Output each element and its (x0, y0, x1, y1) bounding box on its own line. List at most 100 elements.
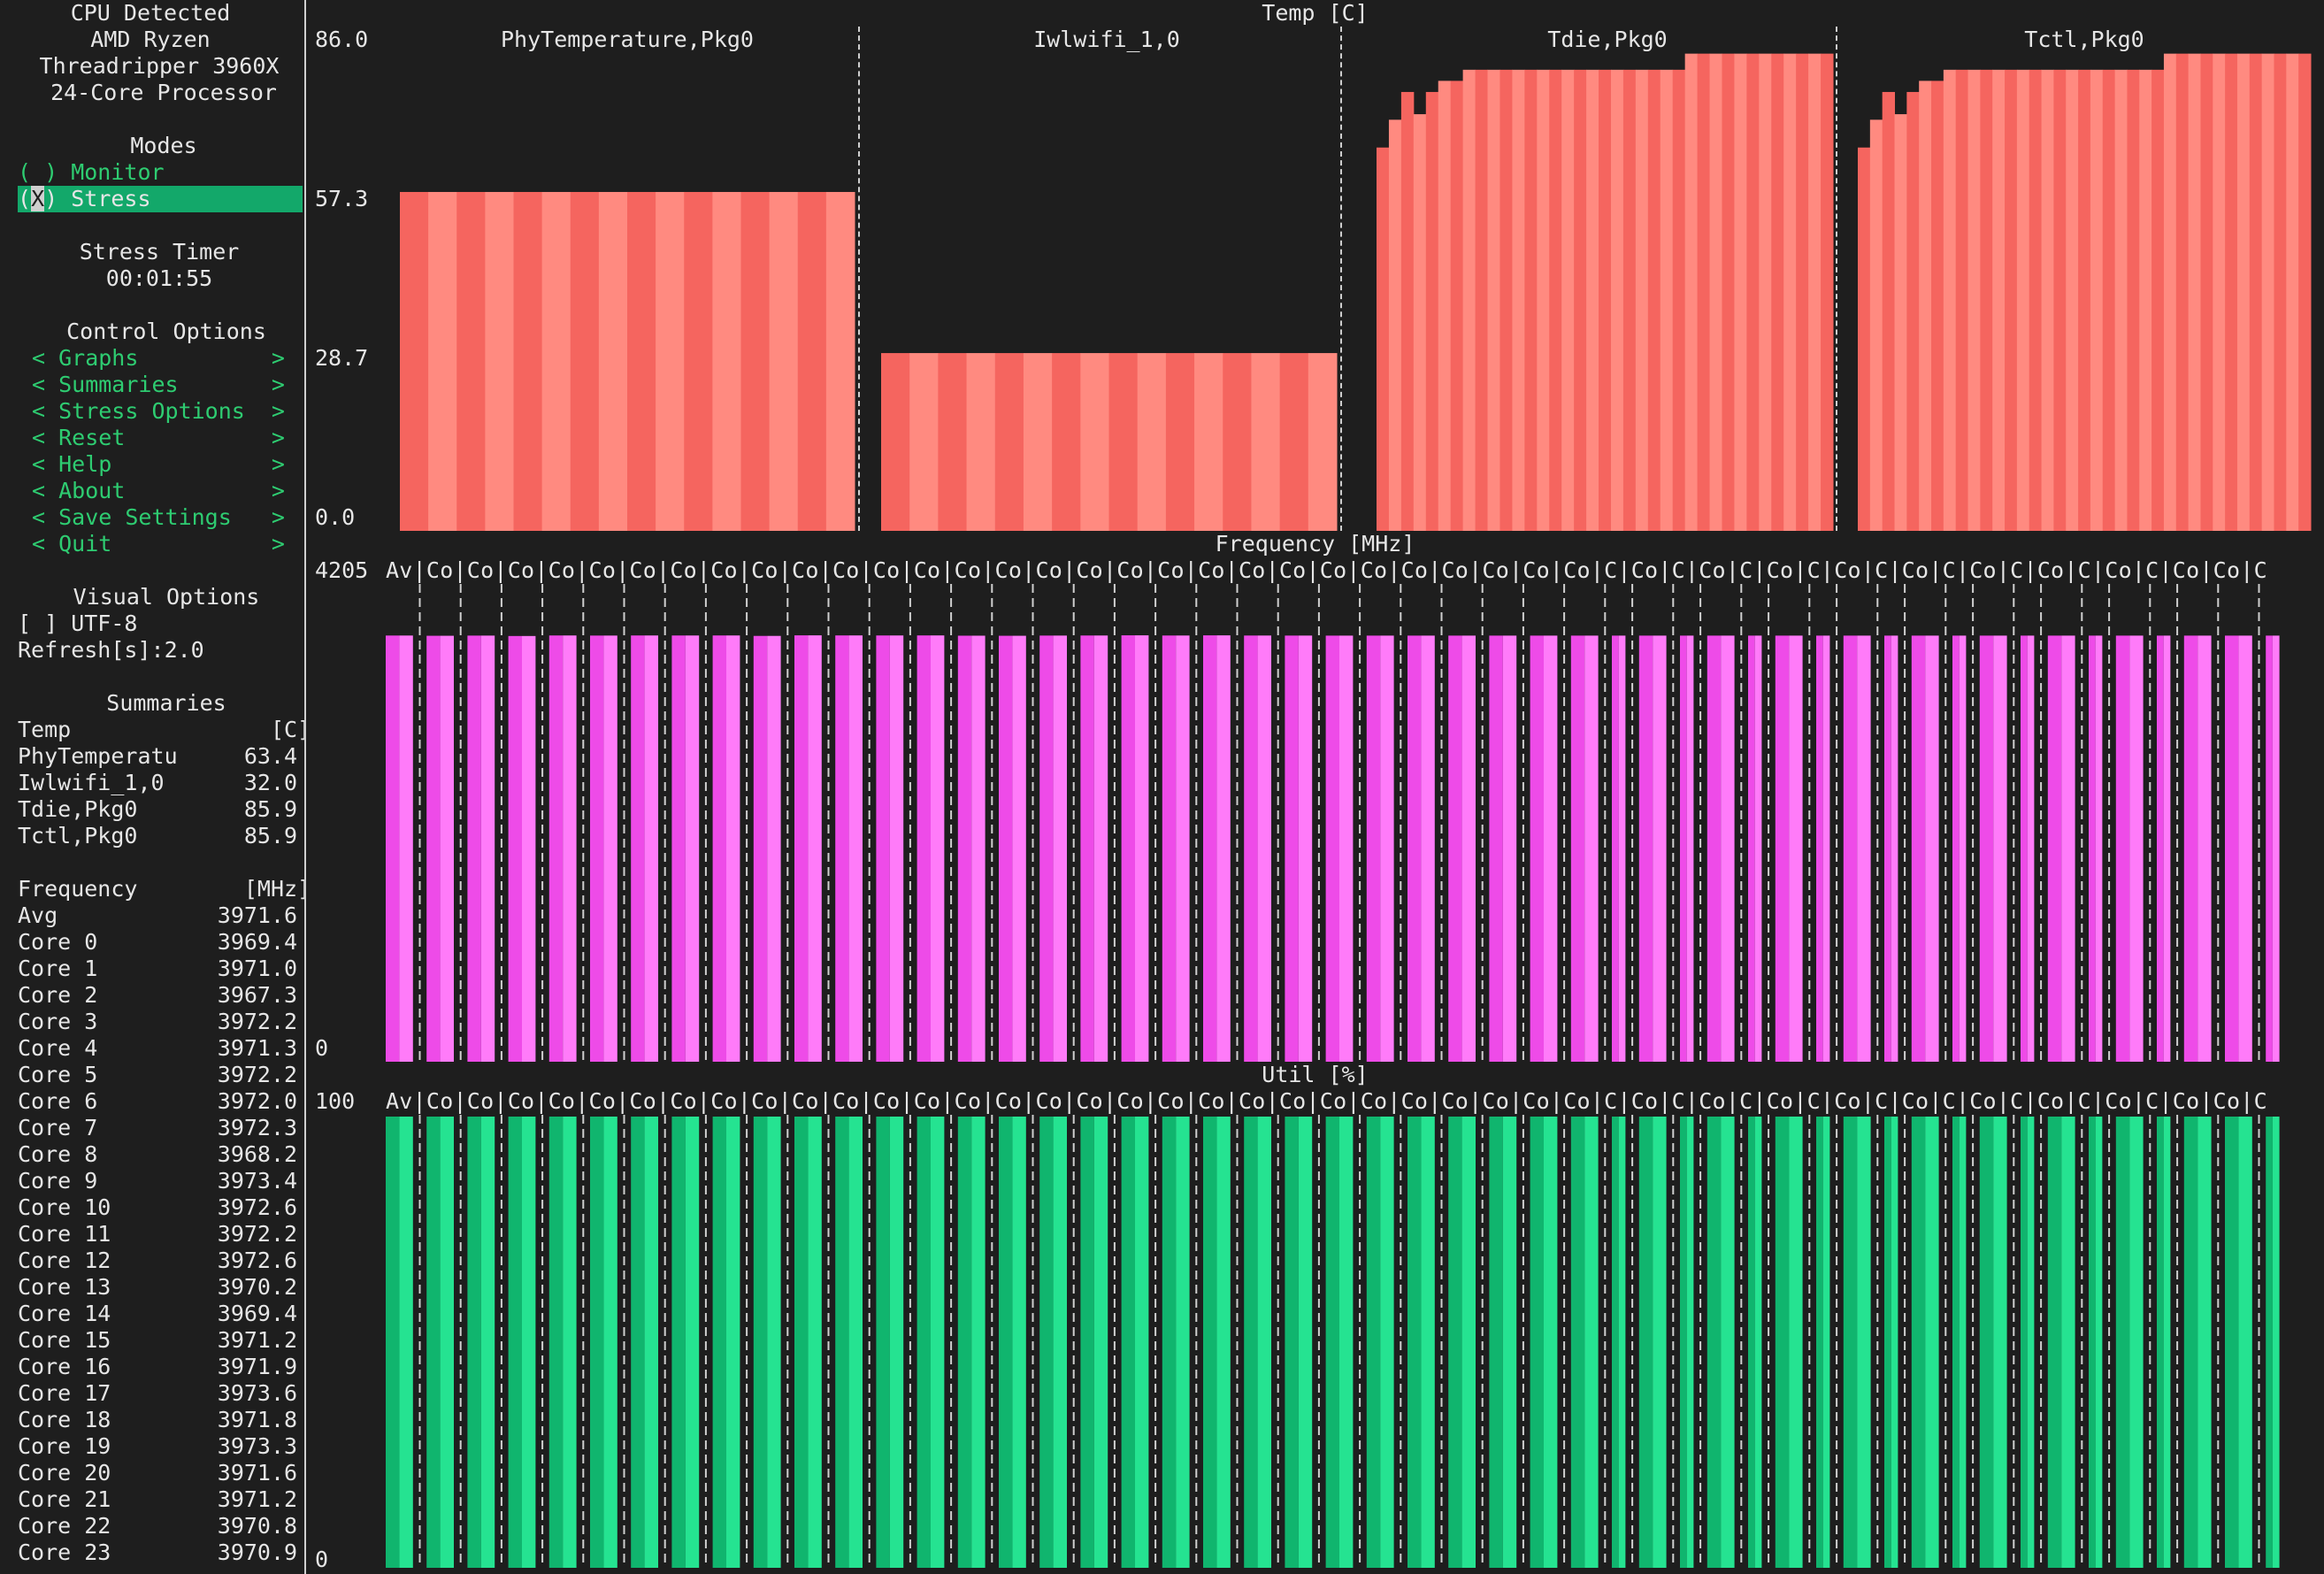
freq-bar (1618, 635, 1626, 1062)
freq-bar (1093, 635, 1108, 1062)
freq-bar (1257, 635, 1271, 1062)
util-bar (1366, 1117, 1381, 1568)
stress-radio-label: ) Stress (44, 186, 151, 211)
temp-bar (513, 191, 543, 531)
temp-bar (2041, 69, 2054, 531)
stress-options-button[interactable]: < Stress Options > (32, 398, 285, 424)
graphs-button[interactable]: < Graphs > (32, 345, 285, 371)
temp-bar (1599, 69, 1612, 531)
util-bar (1891, 1117, 1898, 1568)
temp-bar (2261, 53, 2274, 531)
util-bar (386, 1117, 400, 1568)
summary-row: Core 4 3971.3 (18, 1035, 298, 1061)
temp-bar (1734, 53, 1747, 531)
util-bar (999, 1117, 1013, 1568)
util-bar (1570, 1117, 1585, 1568)
temp-bar (1438, 81, 1452, 531)
freq-bar (1380, 635, 1394, 1062)
freq-bar (1822, 635, 1830, 1062)
temp-bar (1052, 353, 1081, 531)
freq-bar (2089, 635, 2096, 1062)
util-bar (399, 1117, 413, 1568)
reset-button[interactable]: < Reset > (32, 425, 285, 450)
freq-bar (931, 635, 945, 1062)
temp-bar (684, 191, 713, 531)
temp-bar (1869, 119, 1883, 532)
temp-bar (2225, 53, 2238, 531)
mode-monitor-radio[interactable]: ( ) Monitor (18, 159, 165, 185)
freq-bar (426, 635, 441, 1062)
temp-bar (1894, 114, 1907, 531)
temp-bar (428, 191, 457, 531)
util-bar (1461, 1117, 1476, 1568)
freq-bar (548, 635, 564, 1062)
util-bar (467, 1117, 481, 1568)
about-button[interactable]: < About > (32, 478, 285, 503)
temp-panel-divider-2 (1340, 27, 1342, 531)
temp-bar (2188, 53, 2201, 531)
freq-bar (1891, 635, 1898, 1062)
freq-bar (644, 635, 658, 1062)
temp-bar (2102, 69, 2116, 531)
stress-radio-open: ( (18, 186, 32, 211)
freq-bar (1816, 635, 1823, 1062)
freq-bar (2095, 635, 2103, 1062)
freq-bar (2061, 635, 2075, 1062)
freq-bar (1754, 635, 1762, 1062)
freq-bar (685, 635, 700, 1062)
util-bar (1244, 1117, 1258, 1568)
util-bar (2163, 1117, 2171, 1568)
freq-bar (2197, 635, 2212, 1062)
temp-bar (1080, 353, 1109, 531)
freq-bar (876, 635, 890, 1062)
freq-bar (2115, 635, 2130, 1062)
freq-bar (1448, 635, 1462, 1062)
util-bar (848, 1117, 863, 1568)
save-settings-button[interactable]: < Save Settings > (32, 504, 285, 530)
temp-bar (1955, 69, 1969, 531)
util-bar (2238, 1117, 2252, 1568)
temp-bar (1821, 53, 1834, 531)
freq-bar (917, 635, 931, 1062)
temp-bar (1931, 81, 1944, 531)
temp-bar (2005, 69, 2018, 531)
freq-bar (2272, 635, 2280, 1062)
utf8-checkbox[interactable]: [ ] UTF-8 (18, 610, 138, 636)
freq-bar (440, 635, 454, 1062)
temp-bar (1537, 69, 1550, 531)
util-bar (2266, 1117, 2273, 1568)
refresh-rate-field[interactable]: Refresh[s]:2.0 (18, 637, 204, 663)
stress-timer-title: Stress Timer (79, 239, 240, 265)
util-bar (794, 1117, 809, 1568)
freq-bar (1925, 635, 1939, 1062)
temp-bar (2139, 69, 2152, 531)
util-bar (2095, 1117, 2103, 1568)
mode-stress-radio[interactable]: (X) Stress (18, 186, 303, 212)
help-button[interactable]: < Help > (32, 451, 285, 477)
temp-bar (1377, 147, 1390, 531)
util-bar (1285, 1117, 1299, 1568)
temp-bar (825, 191, 855, 531)
util-bar (1162, 1117, 1177, 1568)
util-bar (1857, 1117, 1871, 1568)
quit-button[interactable]: < Quit > (32, 531, 285, 557)
cpu-name-line1: AMD Ryzen (90, 27, 211, 52)
freq-bar (1407, 635, 1422, 1062)
summaries-button[interactable]: < Summaries > (32, 372, 285, 397)
summary-row: Core 8 3968.2 (18, 1141, 298, 1167)
freq-bar (2129, 635, 2144, 1062)
summary-row: Core 23 3970.9 (18, 1539, 298, 1565)
util-bar (1707, 1117, 1722, 1568)
util-bar (1421, 1117, 1435, 1568)
util-bar (2129, 1117, 2144, 1568)
freq-bar (2163, 635, 2171, 1062)
util-bar (1911, 1117, 1926, 1568)
temp-bar (966, 353, 996, 531)
temp-bar (1549, 69, 1562, 531)
util-bar (1993, 1117, 2007, 1568)
temp-bar (1574, 69, 1587, 531)
freq-bar (767, 635, 781, 1062)
freq-bar (1366, 635, 1381, 1062)
util-bar (1843, 1117, 1858, 1568)
